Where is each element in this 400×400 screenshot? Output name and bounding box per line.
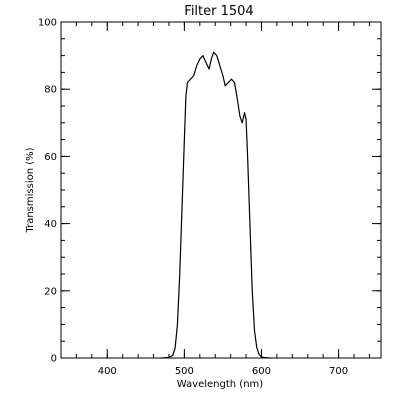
y-tick-label: 40 <box>44 219 57 230</box>
series-line <box>161 51 271 359</box>
x-axis-label: Wavelength (nm) <box>177 379 263 390</box>
y-tick-label: 80 <box>44 85 57 96</box>
x-tick-label: 500 <box>175 366 194 377</box>
x-tick-label: 400 <box>98 366 117 377</box>
x-tick-label: 600 <box>252 366 271 377</box>
y-tick-label: 60 <box>44 152 57 163</box>
y-axis-label: Transmission (%) <box>25 147 36 233</box>
tick-labels: 400 500 600 700 0 20 40 60 80 100 <box>38 18 348 378</box>
y-tick-label: 20 <box>44 286 57 297</box>
ticks <box>60 21 381 359</box>
y-tick-label: 0 <box>51 354 57 365</box>
chart-title: Filter 1504 <box>184 4 253 19</box>
x-tick-label: 700 <box>329 366 348 377</box>
y-tick-label: 100 <box>38 18 57 29</box>
plot-frame <box>60 21 382 359</box>
